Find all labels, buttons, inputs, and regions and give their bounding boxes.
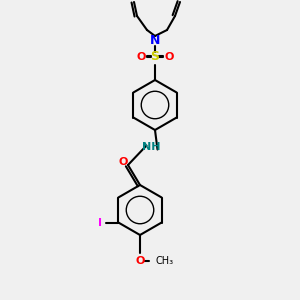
Text: O: O (135, 256, 145, 266)
Text: I: I (98, 218, 102, 227)
Text: N: N (150, 34, 160, 46)
Text: O: O (136, 52, 146, 62)
Text: NH: NH (142, 142, 161, 152)
Text: S: S (151, 50, 160, 64)
Text: O: O (118, 157, 128, 167)
Text: CH₃: CH₃ (155, 256, 173, 266)
Text: O: O (164, 52, 174, 62)
